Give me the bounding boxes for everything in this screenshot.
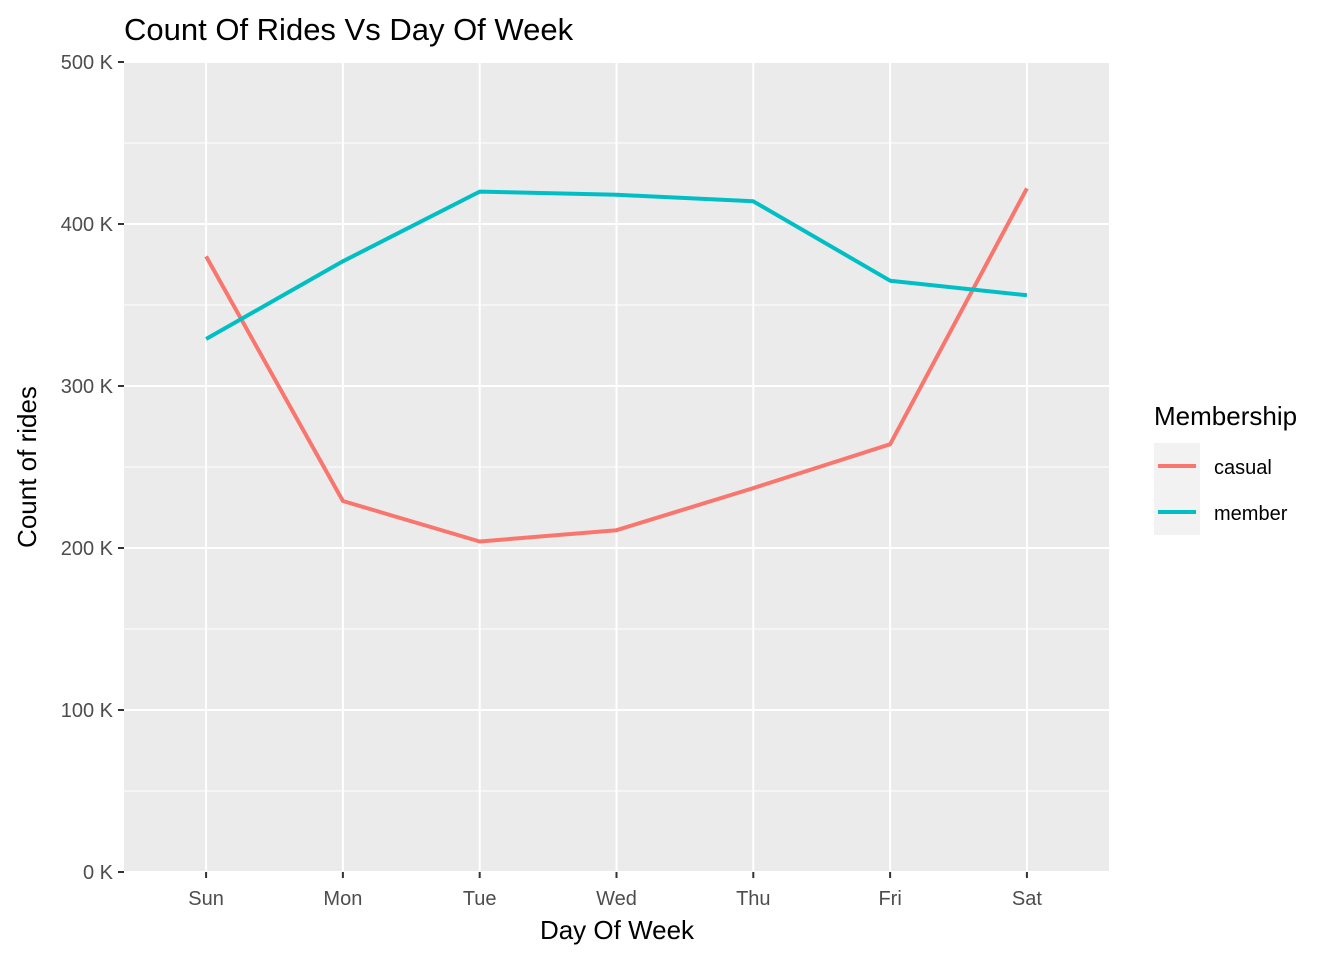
series-lines bbox=[204, 187, 1029, 544]
y-axis-title: Count of rides bbox=[12, 386, 42, 548]
y-tick-label: 200 K bbox=[61, 538, 114, 560]
x-tick-label: Tue bbox=[463, 888, 497, 910]
x-tick-label: Mon bbox=[323, 888, 362, 910]
x-tick-label: Sat bbox=[1012, 888, 1042, 910]
y-tick-label: 400 K bbox=[61, 214, 114, 236]
y-tick-label: 500 K bbox=[61, 52, 114, 74]
series-line-member bbox=[205, 189, 1028, 341]
series-line-casual bbox=[204, 187, 1029, 544]
x-tick-label: Thu bbox=[736, 888, 770, 910]
x-axis-title: Day Of Week bbox=[540, 915, 695, 945]
x-axis: Sun Mon Tue Wed Thu Fri Sat bbox=[188, 872, 1042, 910]
legend-label-member: member bbox=[1214, 503, 1288, 525]
y-tick-label: 0 K bbox=[83, 862, 114, 884]
chart-title: Count Of Rides Vs Day Of Week bbox=[124, 12, 574, 47]
major-gridlines bbox=[124, 61, 1109, 873]
legend-title: Membership bbox=[1154, 401, 1297, 431]
legend: Membership casual member bbox=[1154, 401, 1297, 535]
x-tick-label: Wed bbox=[596, 888, 637, 910]
y-tick-label: 300 K bbox=[61, 376, 114, 398]
x-tick-label: Sun bbox=[188, 888, 224, 910]
x-tick-label: Fri bbox=[878, 888, 901, 910]
y-axis: 0 K 100 K 200 K 300 K 400 K 500 K bbox=[61, 52, 124, 884]
y-tick-label: 100 K bbox=[61, 700, 114, 722]
legend-label-casual: casual bbox=[1214, 457, 1272, 479]
